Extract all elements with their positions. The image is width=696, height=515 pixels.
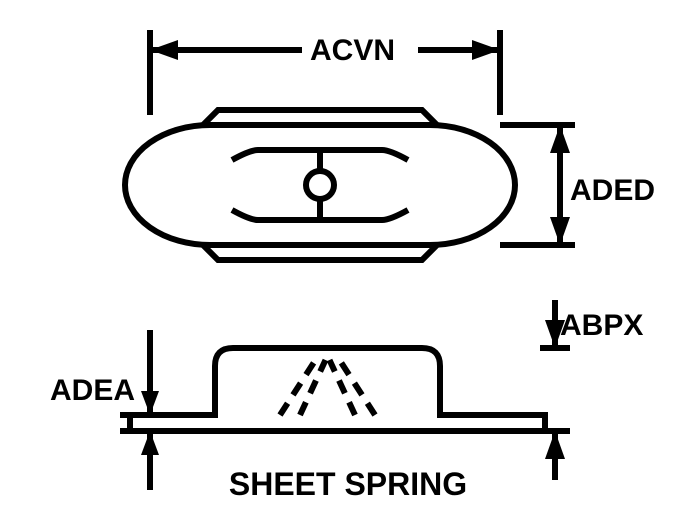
figure-title: SHEET SPRING: [229, 466, 467, 502]
arrowhead: [545, 431, 565, 459]
side-outline: [130, 348, 545, 431]
arrowhead: [550, 125, 570, 153]
arrowhead: [150, 40, 178, 60]
arrowhead: [141, 431, 159, 455]
acvn-label: ACVN: [310, 34, 395, 67]
arrowhead: [472, 40, 500, 60]
aded-label: ADED: [570, 174, 655, 207]
arrowhead: [550, 217, 570, 245]
abpx-label: ABPX: [560, 309, 643, 342]
top-center-circle: [306, 171, 334, 199]
adea-label: ADEA: [50, 374, 135, 407]
arrowhead: [141, 391, 159, 415]
